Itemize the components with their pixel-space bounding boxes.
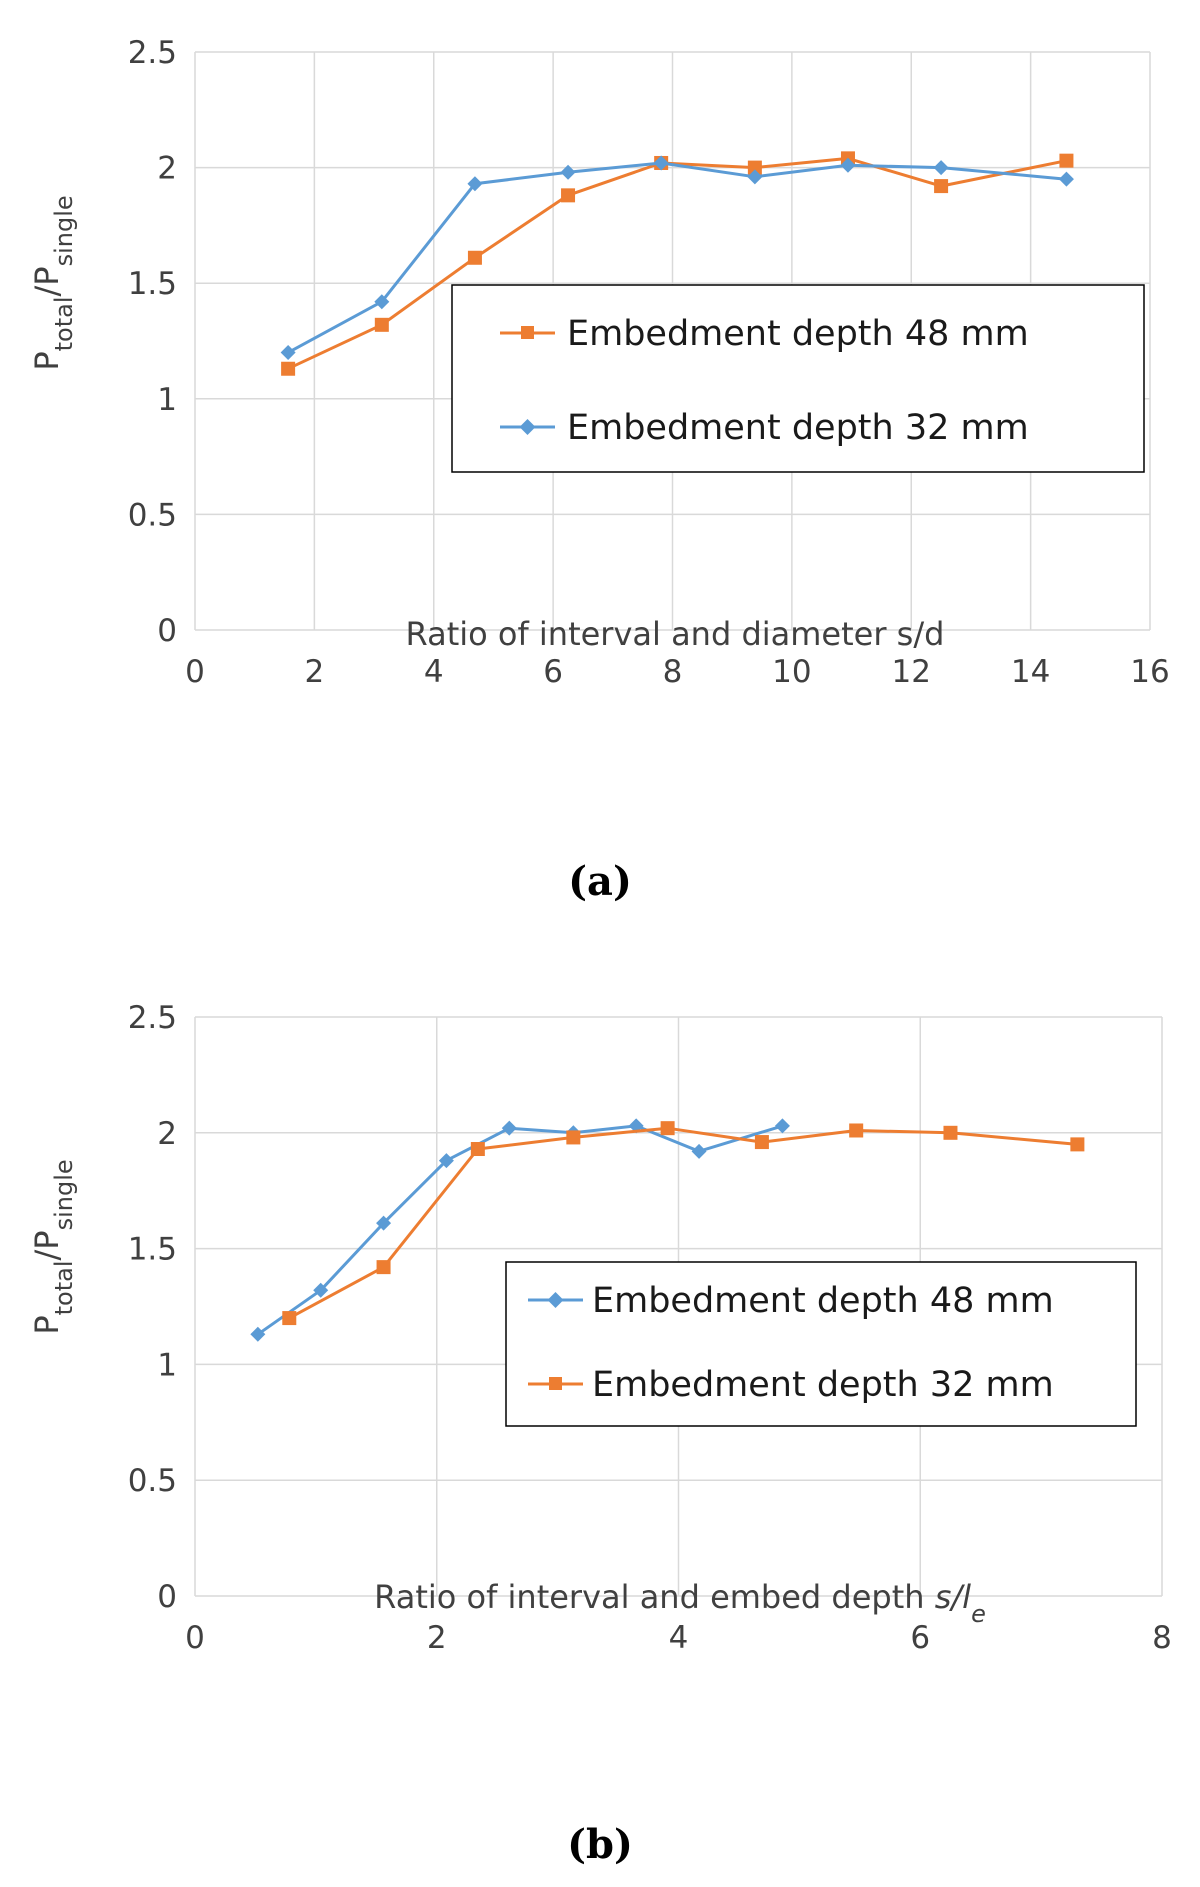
chart-a-series-2-point: [933, 160, 949, 176]
svg-text:Embedment depth 48 mm: Embedment depth 48 mm: [567, 314, 1029, 354]
chart-a-series-2-point: [1058, 171, 1074, 187]
chart-a-x-tick-label: 10: [772, 654, 811, 690]
chart-b-series-2-point: [754, 1135, 769, 1150]
chart-a-x-axis-title: Ratio of interval and diameter s/d: [406, 615, 945, 653]
chart-b-y-tick-label: 0: [157, 1579, 177, 1615]
chart-b-series-1-point: [774, 1118, 790, 1134]
chart-a-series-2: [280, 155, 1074, 361]
chart-a-panel-label: (a): [568, 858, 632, 905]
chart-b-y-tick-label: 0.5: [128, 1463, 177, 1499]
chart-b-series-2: [282, 1121, 1085, 1326]
chart-b-series-2-point: [849, 1123, 864, 1138]
chart-b-legend: Embedment depth 48 mm Embedment depth 32…: [505, 1261, 1137, 1427]
chart-a-series: [280, 151, 1074, 376]
chart-b-y-tick-label: 2.5: [128, 1000, 177, 1036]
chart-b-x-tick-label: 2: [427, 1620, 447, 1656]
chart-b-series-1-point: [376, 1215, 392, 1231]
chart-a-series-2-point: [653, 155, 669, 171]
chart-a-series-1-point: [467, 250, 482, 265]
chart-b-series-1-point: [691, 1143, 707, 1159]
chart-a-x-tick-label: 0: [185, 654, 205, 690]
chart-a-x-tick-label: 12: [892, 654, 931, 690]
chart-a-y-tick-label: 1.5: [128, 266, 177, 302]
chart-a-series-2-point: [467, 176, 483, 192]
svg-text:Embedment depth 32 mm: Embedment depth 32 mm: [567, 408, 1029, 448]
chart-b-legend-box: [505, 1261, 1137, 1427]
chart-b-legend-item-48mm: Embedment depth 48 mm: [528, 1281, 1054, 1321]
chart-b-x-axis-title: Ratio of interval and embed depth s/le: [374, 1578, 986, 1628]
chart-b-series-1: [250, 1118, 790, 1342]
chart-a-x-ticks: 0 2 4 6 8 10 12 14 16: [185, 654, 1170, 690]
chart-b-x-tick-label: 6: [910, 1620, 930, 1656]
chart-b-series-2-point: [566, 1130, 581, 1145]
chart-b-y-tick-label: 1.5: [128, 1232, 177, 1268]
chart-a-y-tick-label: 2.5: [128, 35, 177, 71]
chart-b: 0 0.5 1 1.5 2 2.5 0 2 4 6 8 Ptotal/Psingle Ratio …: [28, 1000, 1172, 1868]
chart-b-series-2-point: [282, 1311, 297, 1326]
chart-a-x-tick-label: 2: [305, 654, 325, 690]
chart-a-series-2-point: [280, 345, 296, 361]
chart-a-x-tick-label: 4: [424, 654, 444, 690]
chart-a-legend-box: [451, 284, 1145, 473]
svg-text:Embedment depth 48 mm: Embedment depth 48 mm: [592, 1281, 1054, 1321]
chart-b-series-1-point: [501, 1120, 517, 1136]
chart-b-panel-label: (b): [567, 1821, 633, 1868]
chart-a-y-axis-title: Ptotal/Psingle: [28, 195, 78, 370]
chart-a-y-tick-label: 0.5: [128, 497, 177, 533]
chart-b-y-tick-label: 1: [157, 1347, 177, 1383]
chart-b-x-tick-label: 4: [669, 1620, 689, 1656]
chart-b-y-tick-label: 2: [157, 1116, 177, 1152]
chart-a-series-1-point: [934, 179, 949, 194]
chart-a-legend-item-48mm: Embedment depth 48 mm: [500, 314, 1029, 354]
chart-b-x-tick-label: 0: [185, 1620, 205, 1656]
chart-a-y-tick-label: 2: [157, 151, 177, 187]
chart-a-x-tick-label: 14: [1011, 654, 1050, 690]
chart-a-y-tick-label: 0: [157, 613, 177, 649]
chart-b-series-2-point: [470, 1142, 485, 1157]
chart-b-series-1-point: [438, 1153, 454, 1169]
chart-b-x-ticks: 0 2 4 6 8: [185, 1620, 1172, 1656]
chart-b-series-2-point: [1070, 1137, 1085, 1152]
chart-b-series: [250, 1118, 1085, 1342]
chart-b-y-axis-title: Ptotal/Psingle: [28, 1159, 78, 1334]
chart-b-series-2-point: [660, 1121, 675, 1136]
chart-a-x-tick-label: 16: [1130, 654, 1169, 690]
chart-a-x-tick-label: 6: [543, 654, 563, 690]
chart-b-series-2-point: [943, 1125, 958, 1140]
chart-a-series-1-point: [561, 188, 576, 203]
chart-a-y-ticks: 0 0.5 1 1.5 2 2.5: [128, 35, 177, 649]
chart-b-x-tick-label: 8: [1152, 1620, 1172, 1656]
chart-a-series-2-point: [840, 157, 856, 173]
chart-a-series-2-point: [560, 164, 576, 180]
chart-a-x-tick-label: 8: [663, 654, 683, 690]
chart-a-legend: Embedment depth 48 mm Embedment depth 32…: [451, 284, 1145, 473]
chart-b-series-2-point: [376, 1260, 391, 1275]
chart-a-series-1-point: [281, 361, 296, 376]
chart-a-series-1-point: [1059, 153, 1074, 168]
chart-b-series-1-point: [313, 1282, 329, 1298]
chart-b-legend-item-32mm: Embedment depth 32 mm: [528, 1365, 1054, 1405]
chart-a-legend-item-32mm: Embedment depth 32 mm: [500, 408, 1029, 448]
chart-a-series-2-point: [374, 294, 390, 310]
svg-text:Embedment depth 32 mm: Embedment depth 32 mm: [592, 1365, 1054, 1405]
chart-b-y-ticks: 0 0.5 1 1.5 2 2.5: [128, 1000, 177, 1615]
chart-b-series-1-point: [250, 1326, 266, 1342]
chart-a-y-tick-label: 1: [157, 382, 177, 418]
chart-a-series-1-point: [374, 317, 389, 332]
chart-a-series-2-point: [747, 169, 763, 185]
chart-a: 0 0.5 1 1.5 2 2.5 0 2 4 6 8 10 12 14 16 Ptotal/Psingl…: [28, 35, 1170, 905]
chart-a-series-1-point: [747, 160, 762, 175]
